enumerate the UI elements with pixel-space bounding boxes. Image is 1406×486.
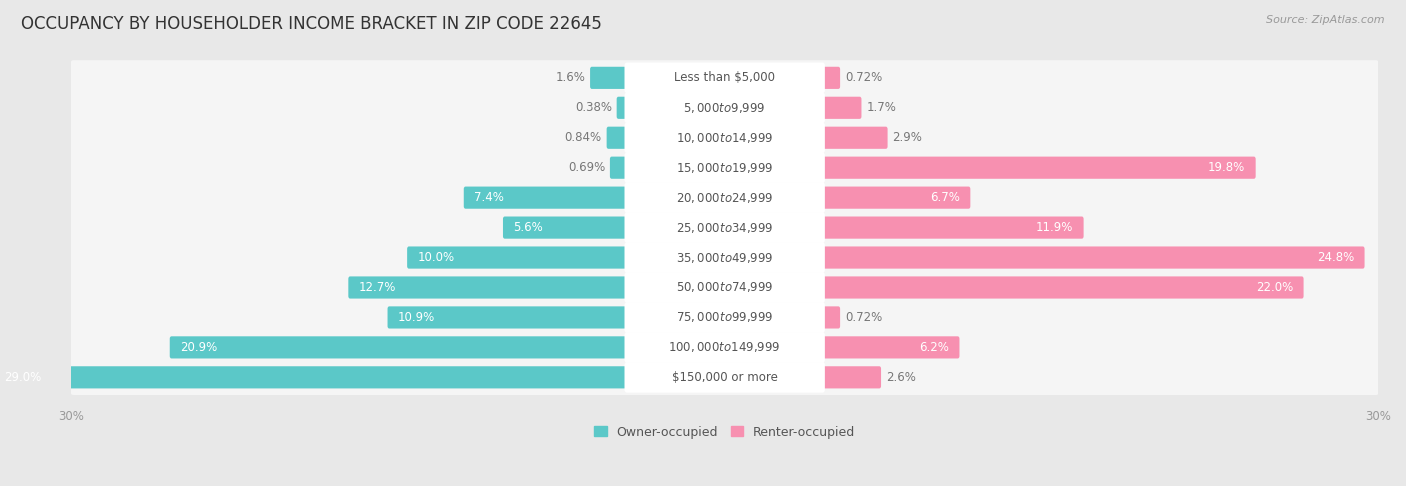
FancyBboxPatch shape (821, 187, 970, 208)
FancyBboxPatch shape (821, 97, 862, 119)
Text: $20,000 to $24,999: $20,000 to $24,999 (676, 191, 773, 205)
Text: $5,000 to $9,999: $5,000 to $9,999 (683, 101, 766, 115)
FancyBboxPatch shape (70, 150, 1379, 185)
FancyBboxPatch shape (821, 156, 1256, 179)
FancyBboxPatch shape (503, 216, 628, 239)
Text: 12.7%: 12.7% (359, 281, 396, 294)
Text: 5.6%: 5.6% (513, 221, 543, 234)
Text: 0.69%: 0.69% (568, 161, 605, 174)
Text: $50,000 to $74,999: $50,000 to $74,999 (676, 280, 773, 295)
FancyBboxPatch shape (70, 240, 1379, 275)
FancyBboxPatch shape (624, 122, 825, 153)
Legend: Owner-occupied, Renter-occupied: Owner-occupied, Renter-occupied (589, 420, 860, 444)
Text: 1.6%: 1.6% (555, 71, 585, 85)
FancyBboxPatch shape (624, 332, 825, 363)
FancyBboxPatch shape (821, 277, 1303, 298)
Text: Less than $5,000: Less than $5,000 (675, 71, 775, 85)
FancyBboxPatch shape (70, 330, 1379, 365)
Text: 11.9%: 11.9% (1036, 221, 1073, 234)
Text: Source: ZipAtlas.com: Source: ZipAtlas.com (1267, 15, 1385, 25)
FancyBboxPatch shape (349, 277, 628, 298)
FancyBboxPatch shape (821, 216, 1084, 239)
FancyBboxPatch shape (170, 336, 628, 359)
Text: 6.7%: 6.7% (929, 191, 960, 204)
FancyBboxPatch shape (591, 67, 628, 89)
FancyBboxPatch shape (624, 63, 825, 93)
FancyBboxPatch shape (70, 120, 1379, 156)
FancyBboxPatch shape (624, 212, 825, 243)
FancyBboxPatch shape (624, 242, 825, 273)
Text: $15,000 to $19,999: $15,000 to $19,999 (676, 161, 773, 174)
FancyBboxPatch shape (617, 97, 628, 119)
Text: $150,000 or more: $150,000 or more (672, 371, 778, 384)
Text: 24.8%: 24.8% (1317, 251, 1354, 264)
FancyBboxPatch shape (821, 127, 887, 149)
FancyBboxPatch shape (70, 60, 1379, 96)
FancyBboxPatch shape (624, 272, 825, 303)
Text: 19.8%: 19.8% (1208, 161, 1246, 174)
Text: $35,000 to $49,999: $35,000 to $49,999 (676, 251, 773, 264)
Text: $75,000 to $99,999: $75,000 to $99,999 (676, 311, 773, 325)
FancyBboxPatch shape (624, 362, 825, 393)
FancyBboxPatch shape (70, 360, 1379, 395)
Text: 0.38%: 0.38% (575, 101, 612, 114)
FancyBboxPatch shape (606, 127, 628, 149)
FancyBboxPatch shape (70, 180, 1379, 215)
Text: 7.4%: 7.4% (474, 191, 505, 204)
FancyBboxPatch shape (821, 67, 841, 89)
Text: 29.0%: 29.0% (4, 371, 41, 384)
FancyBboxPatch shape (70, 300, 1379, 335)
FancyBboxPatch shape (821, 366, 882, 388)
FancyBboxPatch shape (624, 92, 825, 123)
Text: $10,000 to $14,999: $10,000 to $14,999 (676, 131, 773, 145)
Text: 20.9%: 20.9% (180, 341, 218, 354)
FancyBboxPatch shape (821, 246, 1365, 269)
FancyBboxPatch shape (624, 153, 825, 183)
Text: 0.72%: 0.72% (845, 71, 882, 85)
FancyBboxPatch shape (821, 336, 959, 359)
FancyBboxPatch shape (70, 270, 1379, 305)
Text: 0.72%: 0.72% (845, 311, 882, 324)
FancyBboxPatch shape (610, 156, 628, 179)
Text: 2.9%: 2.9% (893, 131, 922, 144)
Text: 6.2%: 6.2% (920, 341, 949, 354)
Text: $100,000 to $149,999: $100,000 to $149,999 (668, 340, 780, 354)
FancyBboxPatch shape (624, 182, 825, 213)
Text: $25,000 to $34,999: $25,000 to $34,999 (676, 221, 773, 235)
FancyBboxPatch shape (624, 302, 825, 333)
Text: 2.6%: 2.6% (886, 371, 915, 384)
FancyBboxPatch shape (0, 366, 628, 388)
FancyBboxPatch shape (70, 210, 1379, 245)
FancyBboxPatch shape (408, 246, 628, 269)
Text: 22.0%: 22.0% (1256, 281, 1294, 294)
FancyBboxPatch shape (464, 187, 628, 208)
FancyBboxPatch shape (70, 90, 1379, 125)
FancyBboxPatch shape (821, 306, 841, 329)
Text: 10.0%: 10.0% (418, 251, 454, 264)
Text: 10.9%: 10.9% (398, 311, 436, 324)
Text: 0.84%: 0.84% (565, 131, 602, 144)
Text: OCCUPANCY BY HOUSEHOLDER INCOME BRACKET IN ZIP CODE 22645: OCCUPANCY BY HOUSEHOLDER INCOME BRACKET … (21, 15, 602, 33)
FancyBboxPatch shape (388, 306, 628, 329)
Text: 1.7%: 1.7% (866, 101, 896, 114)
